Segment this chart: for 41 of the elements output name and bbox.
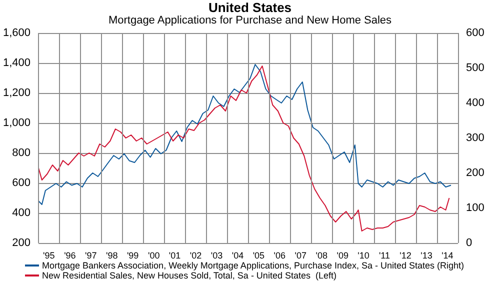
y-tick-label: 1,400 [2,57,31,69]
legend-label: Mortgage Bankers Association, Weekly Mortgage Applications, Purchase Index, Sa - United States (Right) [42,260,464,270]
y-tick-label: 1,200 [2,87,31,99]
x-tick-label: '06 [274,250,286,260]
x-tick-label: '96 [64,250,76,260]
x-tick-label: '02 [190,250,202,260]
x-tick-label: '13 [420,250,432,260]
y2-tick-label: 600 [466,27,484,39]
x-tick-label: '04 [232,250,244,260]
x-tick-label: '09 [336,250,348,260]
x-tick-label: '95 [43,250,55,260]
y2-tick-label: 400 [466,97,484,109]
y2-tick-label: 100 [466,202,484,214]
x-tick-label: '07 [294,250,306,260]
x-tick-label: '05 [252,250,265,260]
x-tick-label: '14 [442,250,454,260]
x-tick-label: '12 [400,250,412,260]
chart-subtitle: Mortgage Applications for Purchase and New Home Sales [108,14,392,26]
y2-tick-label: 300 [466,132,484,144]
x-tick-label: '10 [358,250,370,260]
x-tick-label: '01 [168,250,181,260]
y-tick-label: 800 [12,147,31,159]
y-tick-label: 1,600 [2,27,31,39]
x-tick-label: '99 [126,250,139,260]
y2-tick-label: 0 [466,237,472,249]
y-tick-label: 1,000 [2,117,31,129]
x-tick-label: '08 [316,250,328,260]
legend-label: New Residential Sales, New Houses Sold, Total, Sa - United States (Left) [42,270,336,280]
y-tick-label: 600 [12,177,31,189]
x-tick-label: '97 [85,250,97,260]
y2-tick-label: 200 [466,167,484,179]
y-tick-label: 200 [12,237,31,249]
y-tick-label: 400 [12,207,31,219]
line-series [38,64,452,205]
x-tick-label: '11 [378,250,390,260]
chart-title: United States [208,0,292,15]
x-tick-label: '00 [148,250,160,260]
x-tick-label: '03 [210,250,223,260]
x-tick-label: '98 [106,250,118,260]
y2-tick-label: 500 [466,62,484,74]
line-series [38,66,450,232]
